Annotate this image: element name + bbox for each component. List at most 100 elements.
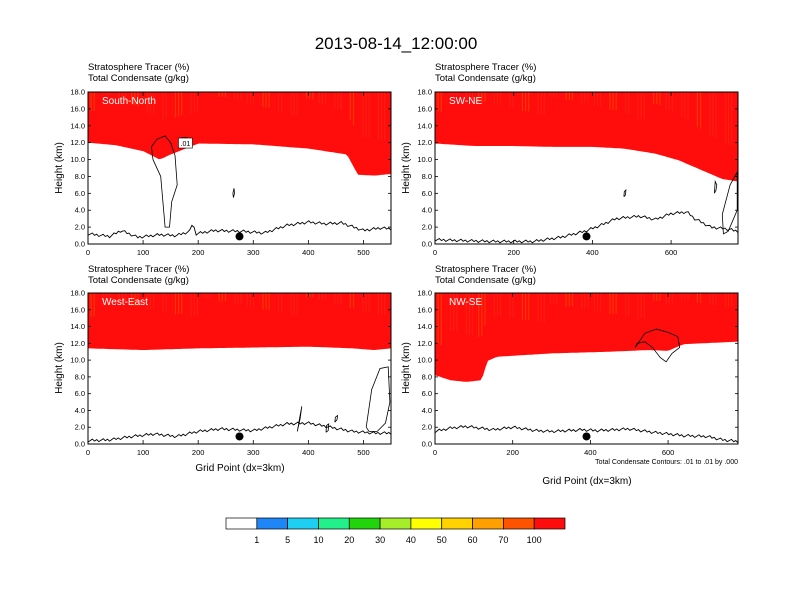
condensate-contour bbox=[232, 188, 235, 198]
colorbar: 1 5 10 20 30 40 50 60 70 100 bbox=[225, 517, 566, 545]
panel-label: South-North bbox=[102, 96, 156, 107]
colorbar-swatch bbox=[348, 517, 381, 530]
y-tick-label: 8.0 bbox=[422, 172, 432, 181]
panel1-title-line1: Stratosphere Tracer (%) bbox=[88, 62, 189, 73]
x-tick-label: 0 bbox=[86, 248, 90, 257]
panel-sw-ne: SW-NE 0.0 2.0 4.0 6.0 8.0 10.0 12.0 14.0 16.0 18.0… bbox=[417, 88, 739, 257]
panel2-title-line2: Total Condensate (g/kg) bbox=[435, 73, 536, 84]
x-tick-label: 400 bbox=[302, 248, 315, 257]
x-tick-label: 200 bbox=[192, 448, 205, 457]
colorbar-label: 100 bbox=[527, 535, 542, 545]
panel2-ylabel: Height (km) bbox=[401, 142, 412, 194]
panel4-title-line2: Total Condensate (g/kg) bbox=[435, 275, 536, 286]
y-tick-label: 12.0 bbox=[417, 339, 432, 348]
y-tick-label: 0.0 bbox=[422, 440, 432, 449]
panel1-ylabel: Height (km) bbox=[54, 142, 65, 194]
contour-label: .01 bbox=[181, 141, 191, 148]
y-tick-label: 10.0 bbox=[417, 356, 432, 365]
colorbar-label: 30 bbox=[375, 535, 385, 545]
x-tick-label: 400 bbox=[584, 448, 597, 457]
colorbar-swatch bbox=[256, 517, 288, 530]
y-tick-label: 6.0 bbox=[422, 389, 432, 398]
tracer-band-0 bbox=[435, 92, 738, 182]
condensate-contour bbox=[151, 135, 178, 228]
plot-frame bbox=[434, 292, 739, 445]
tracer-band-0 bbox=[88, 293, 391, 350]
y-tick-label: 6.0 bbox=[75, 389, 85, 398]
x-tick-label: 100 bbox=[137, 248, 150, 257]
x-tick-label: 0 bbox=[433, 248, 437, 257]
panel3-xlabel: Grid Point (dx=3km) bbox=[195, 463, 284, 474]
plot-content bbox=[88, 293, 391, 443]
y-tick-label: 0.0 bbox=[75, 440, 85, 449]
y-tick-label: 18.0 bbox=[70, 88, 85, 97]
y-tick-label: 8.0 bbox=[422, 372, 432, 381]
y-tick-label: 16.0 bbox=[417, 305, 432, 314]
plot-frame bbox=[434, 91, 739, 245]
condensate-contour bbox=[365, 366, 391, 432]
y-tick-label: 14.0 bbox=[70, 322, 85, 331]
colorbar-swatch bbox=[318, 517, 350, 530]
terrain-line bbox=[88, 421, 391, 443]
panel3-ylabel: Height (km) bbox=[54, 342, 65, 394]
y-tick-label: 8.0 bbox=[75, 372, 85, 381]
y-tick-label: 4.0 bbox=[422, 206, 432, 215]
colorbar-label: 1 bbox=[254, 535, 259, 545]
y-tick-label: 4.0 bbox=[75, 206, 85, 215]
colorbar-label: 10 bbox=[313, 535, 323, 545]
x-tick-label: 200 bbox=[192, 248, 205, 257]
terrain-line bbox=[435, 425, 738, 444]
terrain-line bbox=[435, 211, 738, 244]
y-tick-label: 8.0 bbox=[75, 172, 85, 181]
contour-label-box bbox=[178, 137, 193, 149]
panel3-title-line1: Stratosphere Tracer (%) bbox=[88, 264, 189, 275]
panel4-title-line1: Stratosphere Tracer (%) bbox=[435, 264, 536, 275]
x-tick-label: 300 bbox=[247, 448, 260, 457]
colorbar-swatch bbox=[472, 517, 504, 530]
x-tick-label: 300 bbox=[247, 248, 260, 257]
colorbar-swatch bbox=[287, 517, 319, 530]
y-tick-label: 2.0 bbox=[75, 423, 85, 432]
y-tick-label: 0.0 bbox=[75, 240, 85, 249]
y-tick-label: 6.0 bbox=[422, 189, 432, 198]
colorbar-swatch bbox=[410, 517, 443, 530]
colorbar-label: 40 bbox=[406, 535, 416, 545]
y-tick-label: 16.0 bbox=[70, 104, 85, 113]
x-tick-label: 200 bbox=[507, 248, 520, 257]
y-tick-label: 10.0 bbox=[417, 155, 432, 164]
x-tick-label: 400 bbox=[302, 448, 315, 457]
y-tick-label: 18.0 bbox=[70, 289, 85, 298]
x-tick-label: 0 bbox=[86, 448, 90, 457]
condensate-contour bbox=[714, 179, 718, 194]
tracer-band-0 bbox=[88, 92, 391, 176]
y-tick-label: 12.0 bbox=[417, 138, 432, 147]
panel-nw-se: NW-SE 0.0 2.0 4.0 6.0 8.0 10.0 12.0 14.0 16.0 18.0… bbox=[417, 289, 739, 457]
y-tick-label: 12.0 bbox=[70, 339, 85, 348]
plot-content bbox=[435, 92, 738, 244]
colorbar-label: 5 bbox=[285, 535, 290, 545]
condensate-contour bbox=[623, 188, 627, 197]
plot-content bbox=[435, 293, 738, 444]
cross-point-marker bbox=[582, 232, 591, 241]
cross-point-marker bbox=[235, 432, 244, 441]
colorbar-label: 50 bbox=[437, 535, 447, 545]
y-tick-label: 0.0 bbox=[422, 240, 432, 249]
y-tick-label: 10.0 bbox=[70, 155, 85, 164]
y-tick-label: 6.0 bbox=[75, 189, 85, 198]
y-tick-label: 12.0 bbox=[70, 138, 85, 147]
y-tick-label: 16.0 bbox=[70, 305, 85, 314]
y-tick-label: 14.0 bbox=[417, 121, 432, 130]
colorbar-label: 60 bbox=[468, 535, 478, 545]
panel4-xlabel: Grid Point (dx=3km) bbox=[542, 476, 631, 487]
colorbar-label: 20 bbox=[344, 535, 354, 545]
x-tick-label: 0 bbox=[433, 448, 437, 457]
panel1-title-line2: Total Condensate (g/kg) bbox=[88, 73, 189, 84]
y-tick-label: 18.0 bbox=[417, 289, 432, 298]
cross-point-marker bbox=[235, 232, 244, 241]
y-tick-label: 14.0 bbox=[417, 322, 432, 331]
tracer-band-0 bbox=[435, 293, 738, 382]
y-tick-label: 2.0 bbox=[75, 223, 85, 232]
y-tick-label: 18.0 bbox=[417, 88, 432, 97]
condensate-contour bbox=[334, 414, 339, 423]
